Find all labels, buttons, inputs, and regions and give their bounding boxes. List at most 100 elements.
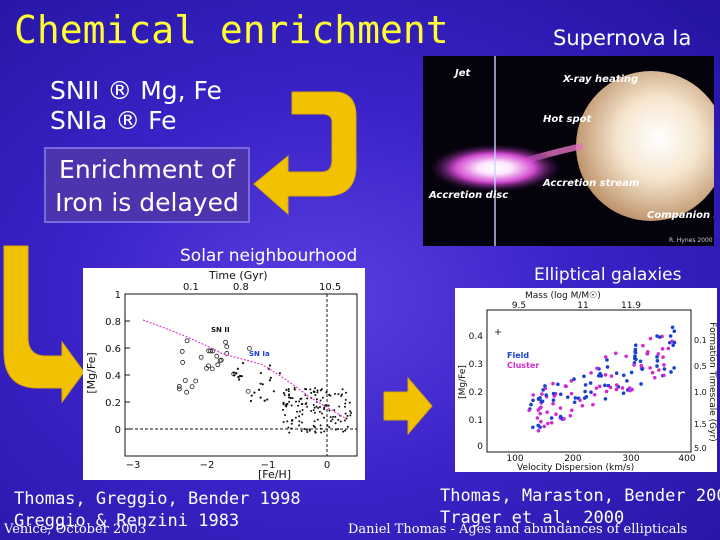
solar-point <box>319 399 322 402</box>
ellip-y-tick: 0.3 <box>469 360 483 370</box>
solar-point <box>285 388 288 391</box>
solar-point <box>272 390 275 393</box>
ellip-point <box>629 370 634 375</box>
solar-point <box>343 419 346 422</box>
solar-point <box>329 394 332 397</box>
elliptical-plot: Mass (log M/M☉) 9.5 11 11.9 [Mg/Fe] 0.4 0.3… <box>455 288 717 473</box>
solar-point <box>334 428 337 431</box>
ellip-top-tick: 11.9 <box>621 301 641 311</box>
solar-point <box>306 397 309 400</box>
solar-point <box>318 405 321 408</box>
ellip-right-tick: 0.1 <box>694 336 707 345</box>
ellip-point <box>641 343 645 348</box>
ellip-point <box>569 391 574 396</box>
callout-line-1: Enrichment of <box>59 155 235 184</box>
solar-point <box>259 382 262 385</box>
ellip-point <box>589 390 593 394</box>
ellip-point <box>591 402 595 407</box>
ellip-top-tick: 11 <box>577 301 588 311</box>
solar-point-open <box>224 351 230 356</box>
ellip-point <box>621 373 626 378</box>
solar-point <box>313 411 316 414</box>
solar-point <box>282 401 285 404</box>
sn-credit: R. Hynes 2000 <box>669 237 713 244</box>
ellip-point <box>565 395 570 399</box>
solar-y-tick: 0 <box>115 425 121 436</box>
ellip-y-tick: 0.4 <box>469 332 484 342</box>
ellip-point <box>562 417 566 421</box>
solar-x-tick: −2 <box>200 460 215 471</box>
solar-point-open <box>208 348 214 354</box>
solar-point <box>282 421 285 424</box>
solar-point <box>238 378 241 381</box>
solar-point <box>303 427 306 430</box>
solar-point-open <box>179 349 185 354</box>
ellip-frame <box>486 309 692 453</box>
ellip-point <box>554 412 558 417</box>
solar-point <box>313 420 316 423</box>
solar-point-open <box>215 362 221 368</box>
right-arrow-icon <box>383 376 433 436</box>
solar-point <box>344 398 347 401</box>
solar-point-open <box>184 338 190 344</box>
solar-point <box>266 398 269 401</box>
solar-point <box>334 415 337 418</box>
solar-point <box>334 422 337 425</box>
ellip-point <box>538 411 543 416</box>
solar-point <box>312 409 315 412</box>
ellip-point <box>603 373 608 377</box>
ellip-point <box>569 379 574 383</box>
solar-top-tick: 10.5 <box>319 282 341 293</box>
ellip-y-tick: 0 <box>477 442 483 452</box>
ellip-point <box>583 383 588 387</box>
solar-point <box>290 422 293 425</box>
solar-point <box>291 418 294 421</box>
citation-left-1: Thomas, Greggio, Bender 1998 <box>14 489 301 509</box>
ellip-point <box>604 389 609 394</box>
ellip-point <box>603 397 608 401</box>
ellip-point <box>570 408 574 413</box>
ellip-point <box>671 343 675 348</box>
ellip-point <box>648 366 652 370</box>
solar-point <box>259 396 262 399</box>
ellip-y-tick: 0.1 <box>469 416 483 426</box>
solar-point-open <box>218 357 224 363</box>
citation-left: Thomas, Greggio, Bender 1998 Greggio & R… <box>14 488 301 532</box>
solar-point-open <box>214 353 220 359</box>
ellip-point <box>531 398 535 403</box>
solar-point <box>253 391 256 394</box>
solar-y-tick: 0.6 <box>105 344 121 355</box>
ellip-point <box>531 425 535 430</box>
ellip-point <box>596 374 601 378</box>
ellip-point <box>657 335 662 339</box>
solar-point <box>305 402 308 405</box>
ellip-point <box>546 421 550 426</box>
ellip-right-tick: 0.5 <box>694 362 707 371</box>
solar-point <box>268 379 272 382</box>
solar-point <box>321 396 324 399</box>
callout-box: Enrichment of Iron is delayed <box>44 147 250 223</box>
ann-snii: SN II <box>211 326 230 334</box>
ellip-point <box>538 425 542 429</box>
solar-point <box>284 404 287 407</box>
solar-point <box>315 398 318 401</box>
solar-y-tick: 0.2 <box>105 398 121 409</box>
solar-point-open <box>176 386 182 392</box>
ellip-point <box>661 355 665 359</box>
ellip-point <box>621 391 626 396</box>
ellip-point <box>583 389 587 394</box>
solar-point-open <box>182 378 188 383</box>
footer-left: Venice, October 2003 <box>4 522 147 537</box>
solar-point <box>300 421 303 424</box>
ellip-point <box>662 373 666 378</box>
solar-point <box>287 426 290 429</box>
solar-point <box>235 372 238 375</box>
ellip-point <box>657 368 661 372</box>
solar-point <box>349 410 352 413</box>
solar-point <box>339 420 342 423</box>
solar-point <box>333 409 336 412</box>
solar-x-tick: 0 <box>324 460 330 471</box>
ellip-point <box>668 334 673 338</box>
solar-model-line <box>142 319 346 419</box>
